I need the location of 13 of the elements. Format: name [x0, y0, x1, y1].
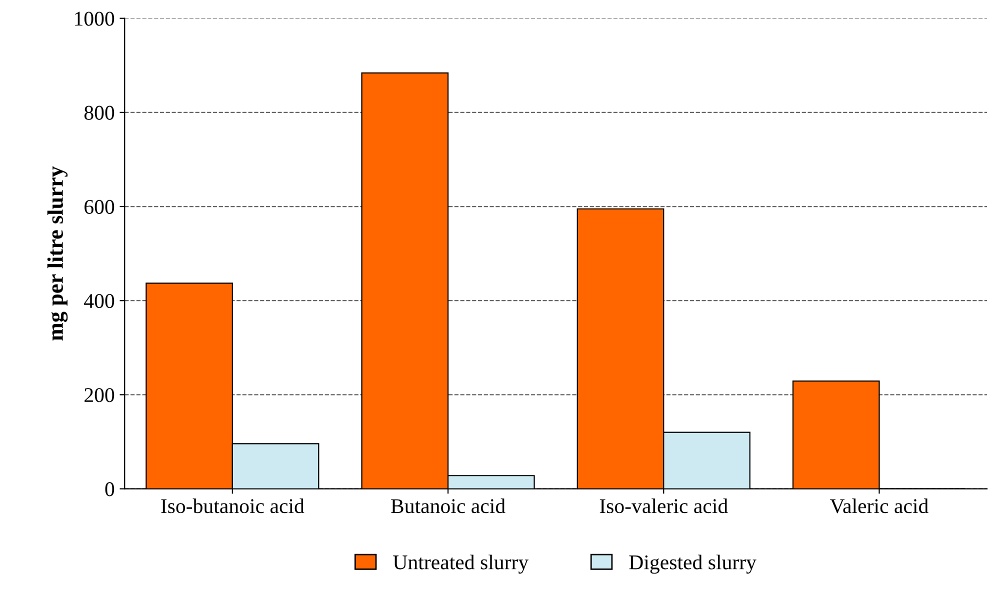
y-axis-title: mg per litre slurry: [47, 166, 68, 341]
x-tick-label: Butanoic acid: [391, 498, 506, 514]
x-tick-label: Iso-butanoic acid: [161, 498, 304, 514]
legend-label: Untreated slurry: [393, 554, 529, 574]
y-tick-label: 600: [84, 200, 114, 214]
y-tick-label: 200: [84, 388, 114, 402]
y-tick-label: 800: [84, 106, 114, 120]
y-tick-label: 1000: [75, 12, 114, 26]
x-tick-label: Valeric acid: [830, 498, 928, 514]
y-tick-label: 400: [84, 294, 114, 308]
y-tick-label: 0: [105, 482, 114, 496]
x-tick-label: Iso-valeric acid: [600, 498, 728, 514]
legend-label: Digested slurry: [629, 554, 756, 574]
